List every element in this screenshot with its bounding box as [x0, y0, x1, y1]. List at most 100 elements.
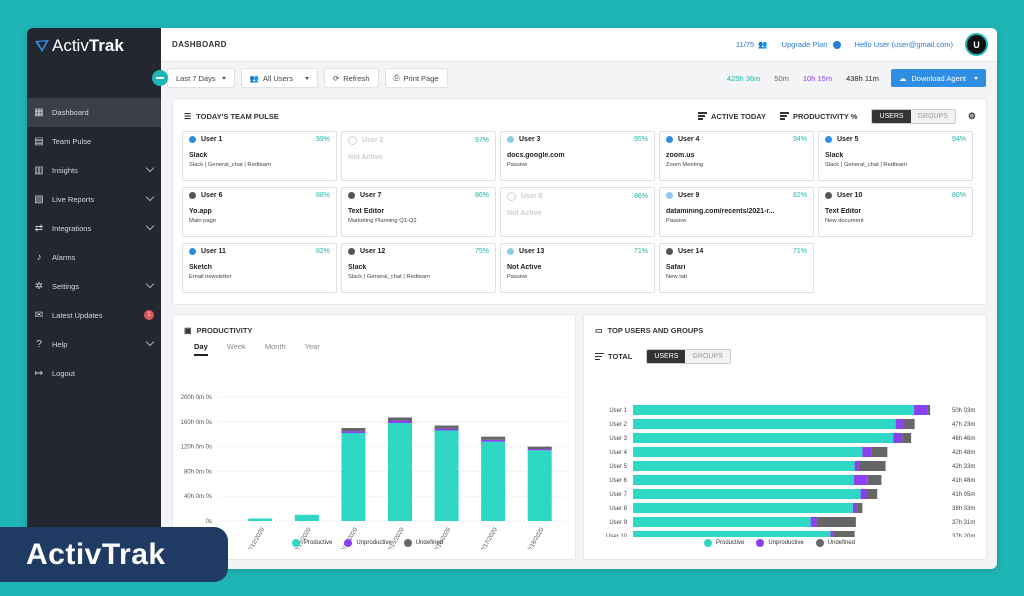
legend-item[interactable]: Productive	[704, 539, 744, 547]
bar-segment-productive[interactable]	[294, 514, 319, 521]
bar-segment-unproductive[interactable]	[481, 439, 506, 442]
user-card[interactable]: User 4 94% zoom.us Zoom Meeting	[659, 131, 814, 181]
sidebar-item-settings[interactable]: ✲ Settings	[27, 272, 161, 301]
bar-segment-productive[interactable]	[633, 461, 855, 471]
seat-count[interactable]: 11/75 👥	[736, 40, 768, 49]
chevron-down-icon[interactable]	[145, 192, 155, 202]
legend-item[interactable]: Unproductive	[344, 539, 392, 547]
bar-segment-productive[interactable]	[481, 441, 506, 521]
bar-segment-productive[interactable]	[633, 419, 896, 429]
sidebar-item-insights[interactable]: ▥ Insights	[27, 156, 161, 185]
legend-item[interactable]: Unproductive	[756, 539, 804, 547]
bar-segment-productive[interactable]	[633, 447, 863, 457]
toggle-groups[interactable]: GROUPS	[910, 109, 955, 123]
user-card[interactable]: User 2 97% Not Active	[341, 131, 496, 181]
bar-segment-unproductive[interactable]	[527, 449, 552, 451]
user-card[interactable]: User 10 80% Text Editor New document	[818, 187, 973, 237]
sidebar-item-help[interactable]: ? Help	[27, 330, 161, 359]
toggle-groups[interactable]: GROUPS	[685, 350, 730, 363]
sidebar-item-dashboard[interactable]: ▦ Dashboard	[27, 98, 161, 127]
bar-segment-undefined[interactable]	[833, 531, 855, 537]
sort-productivity[interactable]: PRODUCTIVITY %	[780, 111, 857, 122]
users-filter-dropdown[interactable]: 👥 All Users	[240, 68, 318, 88]
tab-year[interactable]: Year	[304, 342, 320, 351]
gear-icon[interactable]: ⚙	[967, 110, 976, 121]
sidebar-item-logout[interactable]: ↦ Logout	[27, 359, 161, 388]
user-card[interactable]: User 8 86% Not Active	[500, 187, 655, 237]
user-card[interactable]: User 5 94% Slack Slack | General_chat | Red…	[818, 131, 973, 181]
user-card[interactable]: User 3 95% docs.google.com Passive	[500, 131, 655, 181]
bar-segment-productive[interactable]	[248, 518, 273, 521]
bar-segment-unproductive[interactable]	[434, 428, 459, 431]
bar-segment-undefined[interactable]	[527, 446, 552, 450]
user-card[interactable]: User 11 82% Sketch Email newsletter	[182, 243, 337, 293]
bar-segment-unproductive[interactable]	[854, 475, 868, 485]
user-card[interactable]: User 14 71% Safari New tab	[659, 243, 814, 293]
legend-item[interactable]: Productive	[292, 539, 332, 547]
sort-active-today[interactable]: ACTIVE TODAY	[697, 111, 766, 122]
upgrade-plan-link[interactable]: Upgrade Plan	[782, 40, 841, 49]
print-button[interactable]: ⎙ Print Page	[384, 68, 448, 88]
tab-month[interactable]: Month	[264, 342, 286, 351]
user-card[interactable]: User 7 86% Text Editor Marketing Planning Q…	[341, 187, 496, 237]
download-agent-button[interactable]: ☁ Download Agent	[890, 69, 986, 87]
sort-icon[interactable]	[595, 351, 604, 362]
bar-segment-undefined[interactable]	[434, 425, 459, 429]
chevron-down-icon[interactable]	[145, 163, 155, 173]
bar-segment-unproductive[interactable]	[810, 517, 817, 527]
bar-segment-productive[interactable]	[633, 405, 915, 415]
legend-item[interactable]: Undefined	[403, 539, 443, 547]
bar-segment-unproductive[interactable]	[388, 420, 412, 424]
bar-segment-unproductive[interactable]	[830, 531, 834, 537]
bar-segment-undefined[interactable]	[867, 475, 882, 485]
sidebar-item-latest-updates[interactable]: ✉ Latest Updates 1	[27, 301, 161, 330]
sidebar-item-team-pulse[interactable]: ▤ Team Pulse	[27, 127, 161, 156]
bar-segment-productive[interactable]	[527, 450, 552, 521]
bar-segment-unproductive[interactable]	[854, 461, 859, 471]
toggle-users[interactable]: USERS	[647, 350, 686, 363]
sidebar-item-alarms[interactable]: ♪ Alarms	[27, 243, 161, 272]
user-card[interactable]: User 13 71% Not Active Passive	[500, 243, 655, 293]
user-card[interactable]: User 1 99% Slack Slack | General_chat | Red…	[182, 131, 337, 181]
bar-segment-productive[interactable]	[633, 489, 861, 499]
collapse-sidebar-button[interactable]	[152, 70, 168, 86]
bar-segment-productive[interactable]	[633, 503, 853, 513]
avatar[interactable]: U	[965, 33, 988, 56]
bar-segment-unproductive[interactable]	[860, 489, 867, 499]
bar-segment-unproductive[interactable]	[914, 405, 928, 415]
bar-segment-undefined[interactable]	[866, 489, 878, 499]
chevron-down-icon[interactable]	[145, 279, 155, 289]
bar-segment-undefined[interactable]	[871, 447, 888, 457]
logo[interactable]: Activ Trak	[27, 28, 161, 64]
legend-item[interactable]: Undefined	[815, 539, 855, 547]
bar-segment-productive[interactable]	[388, 423, 412, 521]
user-card[interactable]: User 6 88% Yo.app Main page	[182, 187, 337, 237]
chevron-down-icon[interactable]	[145, 221, 155, 231]
tab-week[interactable]: Week	[226, 342, 246, 351]
bar-segment-undefined[interactable]	[858, 461, 886, 471]
tab-day[interactable]: Day	[194, 342, 208, 356]
bar-segment-productive[interactable]	[341, 432, 366, 521]
refresh-button[interactable]: ⟳ Refresh	[323, 68, 379, 88]
user-greeting[interactable]: Hello User (user@gmail.com)	[854, 40, 953, 49]
bar-segment-undefined[interactable]	[341, 428, 366, 432]
bar-segment-undefined[interactable]	[388, 417, 412, 421]
toggle-users[interactable]: USERS	[872, 109, 911, 123]
user-card[interactable]: User 12 75% Slack Slack | General_chat | Re…	[341, 243, 496, 293]
bar-segment-unproductive[interactable]	[852, 503, 857, 513]
bar-segment-productive[interactable]	[633, 475, 855, 485]
bar-segment-undefined[interactable]	[903, 419, 915, 429]
chevron-down-icon[interactable]	[145, 337, 155, 347]
sidebar-item-live-reports[interactable]: ▧ Live Reports	[27, 185, 161, 214]
bar-segment-undefined[interactable]	[902, 433, 912, 443]
bar-segment-productive[interactable]	[633, 433, 894, 443]
bar-segment-undefined[interactable]	[927, 405, 931, 415]
bar-segment-unproductive[interactable]	[893, 433, 903, 443]
bar-segment-productive[interactable]	[434, 430, 459, 521]
bar-segment-productive[interactable]	[633, 531, 831, 537]
bar-segment-undefined[interactable]	[481, 436, 506, 440]
bar-segment-unproductive[interactable]	[895, 419, 904, 429]
bar-segment-productive[interactable]	[633, 517, 811, 527]
bar-segment-unproductive[interactable]	[862, 447, 872, 457]
sidebar-item-integrations[interactable]: ⇄ Integrations	[27, 214, 161, 243]
